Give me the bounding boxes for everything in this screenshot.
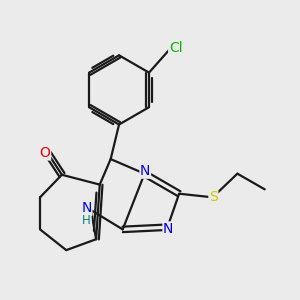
Text: O: O <box>40 146 51 160</box>
Text: N: N <box>140 164 151 178</box>
Text: N: N <box>81 201 92 215</box>
Text: Cl: Cl <box>169 41 182 55</box>
Text: H: H <box>82 214 91 227</box>
Text: S: S <box>209 190 218 204</box>
Text: N: N <box>163 222 173 236</box>
